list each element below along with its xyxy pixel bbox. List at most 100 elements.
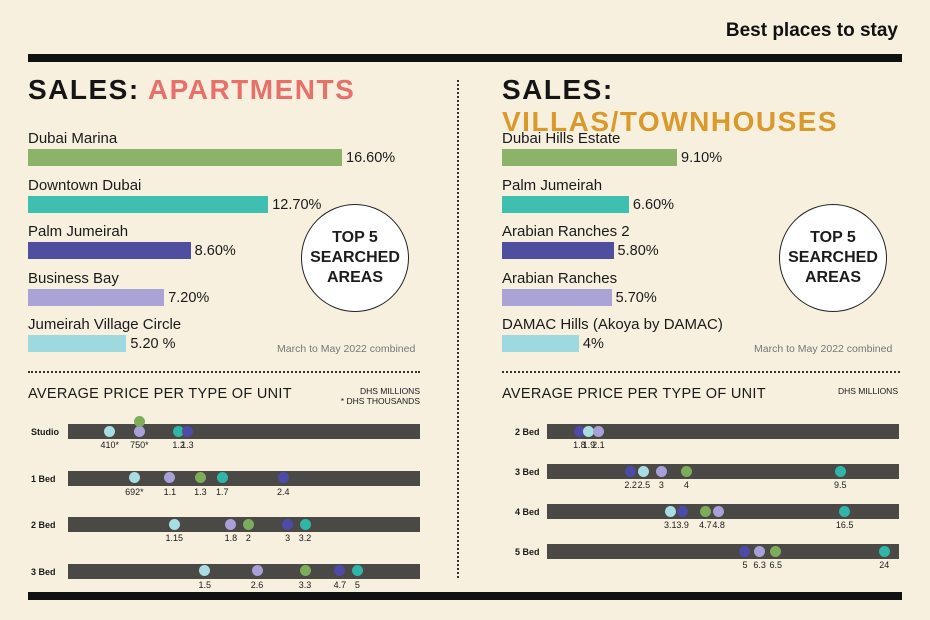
price-dot: [242, 518, 254, 530]
price-value-label: 4: [683, 480, 689, 490]
price-value-label: 6.5: [769, 560, 783, 570]
price-value-label: 4.7: [699, 520, 712, 530]
bar-category-label: Palm Jumeirah: [502, 176, 603, 194]
price-value-label: 5: [742, 560, 748, 570]
avg-price-title-apartments: AVERAGE PRICE PER TYPE OF UNIT: [28, 386, 292, 402]
units-line: DHS MILLIONS: [360, 386, 420, 396]
price-dot: [655, 465, 667, 477]
price-dot: [133, 415, 145, 427]
price-value-label: 1.8: [573, 440, 586, 450]
row-label: 2 Bed: [515, 427, 540, 437]
price-dot: [299, 518, 311, 530]
units-line: DHS MILLIONS: [838, 386, 898, 396]
price-value-label: 3.1: [663, 520, 677, 530]
top5-badge-villas: TOP 5 SEARCHED AREAS: [779, 204, 887, 312]
price-dot: [225, 518, 237, 530]
bar: [28, 195, 269, 213]
price-value-label: 2.5: [637, 480, 651, 490]
price-value-label: 5: [354, 579, 360, 590]
bar-category-label: Arabian Ranches 2: [502, 223, 630, 240]
price-dot: [164, 472, 176, 483]
price-value-label: 3.2: [298, 533, 312, 543]
bar-category-label: Dubai Marina: [28, 130, 118, 147]
price-value-label: 1.3: [181, 440, 194, 450]
bar: [28, 149, 342, 166]
bar: [28, 242, 191, 259]
price-value-label: 3: [285, 533, 291, 543]
price-value-label: 2.1: [592, 440, 605, 450]
date-note-apartments: March to May 2022 combined: [277, 343, 416, 355]
price-dot: [128, 472, 140, 483]
price-dot: [638, 465, 650, 477]
apartments-section-title: SALES: APARTMENTS: [28, 74, 355, 106]
row-label: 3 Bed: [31, 566, 56, 577]
price-value-label: 1.3: [194, 486, 207, 497]
bar-value-label: 4%: [582, 336, 604, 352]
price-track: [547, 464, 899, 479]
price-dot: [351, 565, 363, 576]
price-dot: [583, 425, 595, 437]
publication-section-title: Best places to stay: [725, 20, 898, 41]
price-value-label: 3: [658, 480, 664, 490]
top-rule: [28, 54, 902, 62]
top5-badge-apartments: TOP 5 SEARCHED AREAS: [301, 204, 409, 312]
price-dot: [173, 425, 185, 437]
price-value-label: 16.5: [835, 520, 854, 530]
price-dot: [770, 545, 782, 557]
bar: [502, 242, 614, 259]
bar-category-label: Jumeirah Village Circle: [28, 316, 182, 333]
price-track: [68, 424, 420, 439]
price-dot: [680, 465, 692, 477]
bar-value-label: 8.60%: [194, 243, 236, 259]
price-dot: [839, 505, 851, 517]
price-value-label: 2: [245, 533, 251, 543]
price-value-label: 1.15: [165, 533, 184, 543]
units-line: * DHS THOUSANDS: [340, 396, 420, 406]
row-label: 4 Bed: [515, 507, 540, 517]
price-dot: [133, 425, 145, 437]
avg-price-title-villas: AVERAGE PRICE PER TYPE OF UNIT: [502, 386, 766, 402]
price-value-label: 1.1: [163, 486, 177, 497]
title-highlight: APARTMENTS: [147, 74, 356, 105]
bar-value-label: 7.20%: [168, 289, 210, 306]
bar-category-label: Palm Jumeirah: [28, 223, 129, 240]
bar: [502, 335, 579, 352]
section-separator: [28, 371, 420, 373]
price-track: [547, 424, 899, 439]
price-dot: [664, 505, 676, 517]
price-dot: [878, 545, 890, 557]
price-value-label: 6.3: [753, 560, 766, 570]
price-dot: [282, 518, 294, 530]
bar-value-label: 5.20 %: [130, 336, 176, 352]
price-value-label: 750*: [130, 440, 149, 450]
bar-category-label: Arabian Ranches: [502, 269, 618, 287]
price-track: [547, 544, 899, 559]
date-note-villas: March to May 2022 combined: [754, 343, 893, 355]
row-label: 1 Bed: [31, 473, 56, 484]
price-value-label: 2.6: [250, 579, 264, 590]
price-dot: [699, 505, 711, 517]
bar: [502, 149, 677, 166]
price-value-label: 3.3: [298, 579, 312, 590]
row-label: 3 Bed: [515, 467, 540, 477]
title-prefix: SALES:: [502, 74, 614, 105]
price-value-label: 410*: [100, 440, 119, 450]
price-value-label: 1.2: [172, 440, 185, 450]
price-value-label: 2.4: [276, 486, 290, 497]
price-dot: [104, 425, 116, 437]
price-dot: [834, 465, 846, 477]
price-value-label: 1.5: [198, 579, 212, 590]
price-dot: [199, 565, 211, 576]
price-value-label: 4.7: [333, 579, 347, 590]
price-dot: [573, 425, 585, 437]
price-dot: [592, 425, 604, 437]
units-note-apartments: DHS MILLIONS * DHS THOUSANDS: [341, 386, 420, 406]
row-label: 2 Bed: [31, 520, 56, 530]
bar-value-label: 6.60%: [632, 196, 675, 213]
units-note-villas: DHS MILLIONS: [838, 386, 898, 396]
price-value-label: 24: [879, 560, 890, 570]
bar: [28, 335, 127, 352]
price-value-label: 1.8: [224, 533, 238, 543]
price-track: [68, 563, 420, 579]
price-value-label: 3.9: [676, 520, 689, 530]
